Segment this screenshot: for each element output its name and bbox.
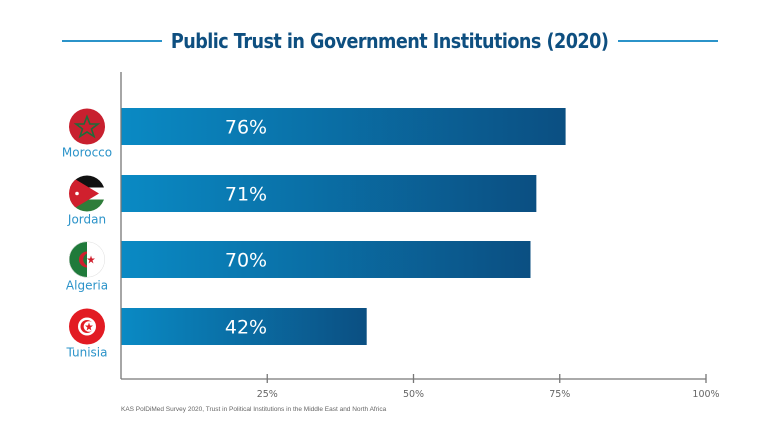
category-label: Morocco (62, 146, 112, 160)
x-tick-label: 75% (549, 389, 570, 400)
source-note: KAS PolDiMed Survey 2020, Trust in Polit… (121, 406, 387, 413)
tunisia-flag-icon (69, 308, 105, 345)
title-bar: Public Trust in Government Institutions … (62, 26, 718, 56)
data-label: 70% (225, 250, 267, 272)
title-rule-right (617, 40, 718, 42)
bar-tunisia (121, 308, 367, 345)
bar-group: 42% Tunisia (66, 308, 367, 360)
jordan-flag-icon (69, 175, 105, 212)
bar-morocco (121, 108, 566, 145)
flag (69, 108, 105, 145)
category-label: Jordan (67, 213, 106, 227)
flag (69, 175, 105, 212)
data-label: 76% (225, 117, 267, 139)
category-label: Algeria (66, 279, 108, 293)
bar-group: 70% Algeria (66, 241, 531, 293)
data-label: 71% (225, 184, 267, 206)
bar-group: 71% Jordan (67, 175, 537, 227)
chart-title: Public Trust in Government Institutions … (171, 29, 609, 53)
bar-jordan (121, 175, 537, 212)
algeria-flag-icon (69, 241, 105, 278)
title-rule-left (62, 40, 163, 42)
morocco-flag-icon (69, 108, 105, 145)
x-tick-label: 100% (692, 389, 719, 400)
flag (69, 308, 105, 345)
data-label: 42% (225, 317, 267, 339)
category-label: Tunisia (66, 346, 108, 360)
x-tick-label: 25% (257, 389, 278, 400)
flag (69, 241, 105, 278)
x-tick-label: 50% (403, 389, 424, 400)
bar-group: 76% Morocco (62, 108, 566, 160)
bar-algeria (121, 241, 531, 278)
